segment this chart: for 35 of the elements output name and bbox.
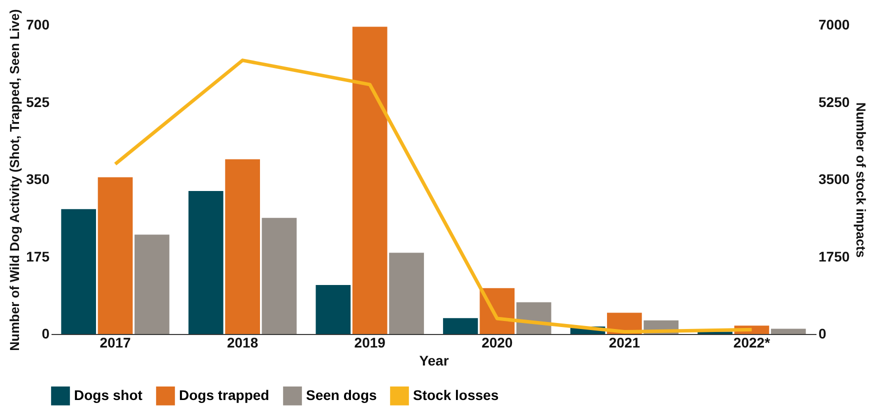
y2-tick-label: 0 xyxy=(818,326,826,342)
y-axis-title: Number of Wild Dog Activity (Shot, Trapped, Seen Live) xyxy=(7,9,22,351)
bar xyxy=(98,177,133,334)
bar xyxy=(352,26,388,334)
x-tick-label: 2020 xyxy=(482,334,513,350)
y2-tick-label: 5250 xyxy=(818,94,850,110)
x-tick-label: 2019 xyxy=(354,334,386,350)
y2-tick-label: 3500 xyxy=(818,171,850,187)
bar xyxy=(262,218,297,334)
y-tick-label: 175 xyxy=(26,248,50,264)
x-axis-title: Year xyxy=(419,352,450,368)
legend-label: Stock losses xyxy=(413,386,499,403)
y-tick-label: 350 xyxy=(26,171,50,187)
y2-tick-label: 7000 xyxy=(818,16,850,32)
y-tick-label: 525 xyxy=(26,94,50,110)
bar xyxy=(225,159,260,334)
legend-label: Dogs trapped xyxy=(179,386,270,403)
y2-tick-label: 1750 xyxy=(818,248,850,264)
bar xyxy=(389,252,424,334)
x-tick-label: 2018 xyxy=(226,334,258,350)
legend-label: Dogs shot xyxy=(74,386,143,403)
bar xyxy=(61,209,96,334)
bar xyxy=(316,285,351,334)
x-tick-label: 2022* xyxy=(733,334,771,350)
legend-label: Seen dogs xyxy=(306,386,378,403)
bar xyxy=(443,318,478,334)
y2-axis-title: Number of stock impacts xyxy=(854,102,869,258)
x-tick-label: 2017 xyxy=(100,334,132,350)
y-tick-label: 0 xyxy=(42,326,50,342)
bar xyxy=(188,190,224,334)
line-series xyxy=(114,58,754,334)
bar xyxy=(770,328,806,334)
bar xyxy=(134,234,170,334)
y-tick-label: 700 xyxy=(26,16,50,32)
x-tick-label: 2021 xyxy=(608,334,640,350)
